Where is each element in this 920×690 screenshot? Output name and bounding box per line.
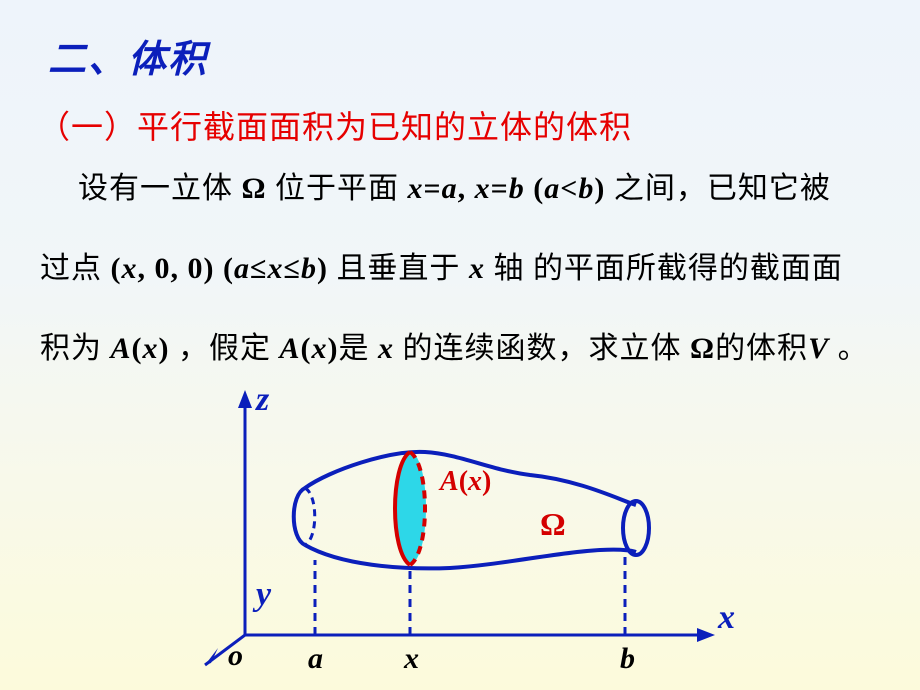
text: 且垂直于 — [336, 252, 460, 285]
x-arrow-icon — [697, 628, 715, 642]
diagram-3d-solid: z y x o a x b A(x) Ω — [200, 380, 760, 680]
section-title: 二、体积 — [48, 28, 208, 83]
text: 设有一立体 — [78, 172, 233, 205]
math-b: b — [509, 172, 525, 205]
math-omega: Ω — [690, 332, 715, 365]
paragraph-2: 过点 (x, 0, 0) (a≤x≤b) 且垂直于 x 轴 的平面所截得的截面面 — [40, 254, 843, 284]
solid-right-cap — [623, 501, 649, 555]
text: 积为 — [40, 332, 102, 365]
math-x: x — [475, 172, 491, 205]
text: ，假定 — [178, 332, 271, 365]
z-arrow-icon — [238, 390, 252, 408]
math-x: x — [312, 332, 328, 365]
origin-label: o — [228, 639, 243, 672]
solid-bottom — [305, 545, 636, 568]
math-paren: ) — [594, 172, 605, 205]
text: 。 — [838, 332, 869, 365]
math-paren: ( — [132, 332, 143, 365]
text: 是 — [339, 332, 370, 365]
text: 之间，已知它被 — [614, 172, 831, 205]
math-omega: Ω — [242, 172, 267, 205]
text: 过点 — [40, 252, 102, 285]
tick-b-label: b — [620, 642, 635, 675]
tick-a-label: a — [308, 642, 323, 675]
math-paren: ) — [317, 252, 328, 285]
text: 的体积 — [715, 332, 808, 365]
math-A: A — [111, 332, 132, 365]
subsection-title: （一）平行截面面积为已知的立体的体积 — [38, 102, 632, 148]
math-x: x — [408, 172, 424, 205]
math-a: a — [234, 252, 250, 285]
math-x: x — [378, 332, 394, 365]
tick-x-label: x — [403, 642, 419, 675]
math-x: x — [143, 332, 159, 365]
math-a: a — [442, 172, 458, 205]
math-lt: < — [560, 172, 578, 205]
x-axis-label: x — [717, 599, 735, 636]
text: 轴 — [493, 252, 524, 285]
math-comma: , — [458, 172, 467, 205]
math-text: , 0, 0) — [138, 252, 215, 285]
text: 位于平面 — [275, 172, 399, 205]
math-paren: ( — [301, 332, 312, 365]
math-b: b — [578, 172, 594, 205]
math-eq: = — [424, 172, 442, 205]
math-paren: ) — [159, 332, 170, 365]
cross-section-label: A(x) — [438, 466, 491, 497]
paragraph-1: 设有一立体 Ω 位于平面 x=a, x=b (a<b) 之间，已知它被 — [78, 174, 831, 204]
paragraph-3: 积为 A(x) ，假定 A(x)是 x 的连续函数，求立体 Ω的体积V 。 — [40, 334, 869, 364]
math-eq: = — [491, 172, 509, 205]
math-paren: ( — [223, 252, 234, 285]
math-a: a — [544, 172, 560, 205]
solid-left-cap-back — [305, 488, 315, 545]
math-paren: ( — [533, 172, 544, 205]
math-paren: ) — [328, 332, 339, 365]
y-axis-label: y — [252, 576, 272, 613]
z-axis-label: z — [255, 381, 270, 418]
math-x: x — [469, 252, 485, 285]
math-b: b — [301, 252, 317, 285]
math-paren: ( — [111, 252, 122, 285]
omega-label: Ω — [540, 506, 566, 542]
math-x: x — [122, 252, 138, 285]
text: 的连续函数，求 — [403, 332, 620, 365]
text: 立体 — [620, 332, 682, 365]
math-le: ≤ — [250, 252, 267, 285]
math-le: ≤ — [283, 252, 300, 285]
math-A: A — [280, 332, 301, 365]
math-V: V — [808, 332, 829, 365]
math-x: x — [267, 252, 283, 285]
text: 的平面所截得的截面面 — [533, 252, 843, 285]
solid-left-cap-front — [294, 488, 305, 545]
